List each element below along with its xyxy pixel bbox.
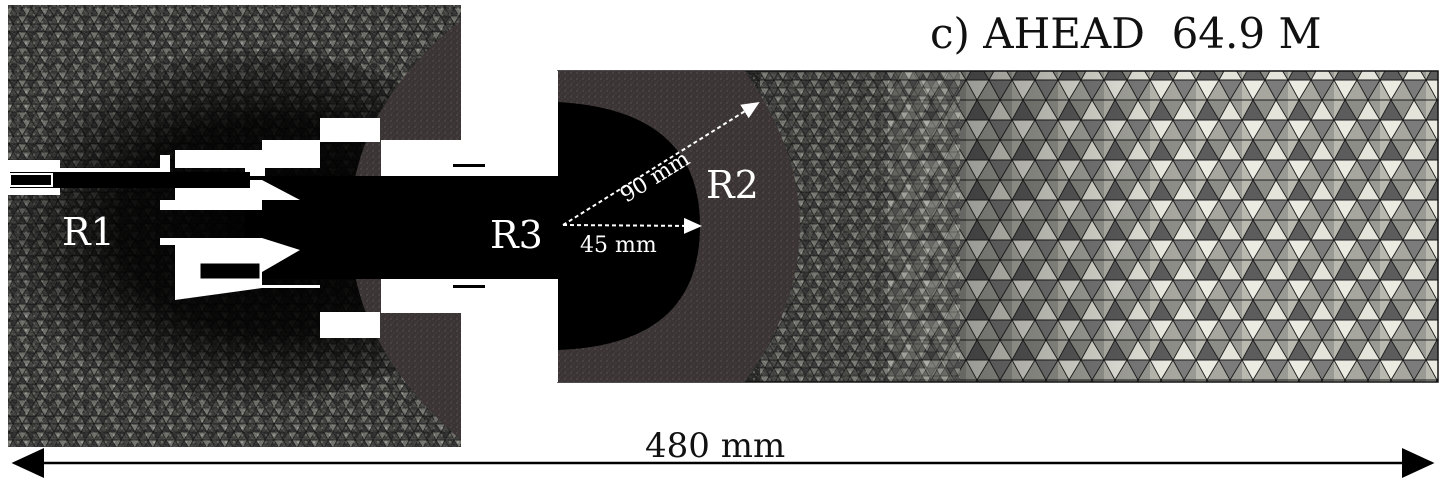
figure-title: c) AHEAD 64.9 M	[930, 9, 1321, 58]
radius-outer-arrow	[562, 101, 760, 226]
region-label-r3: R3	[490, 213, 543, 257]
radius-inner-label: 45 mm	[580, 233, 657, 258]
radius-inner-arrow	[562, 217, 702, 234]
nozzle-geometry	[8, 71, 565, 382]
radius-arrows	[562, 101, 760, 234]
region-label-r2: R2	[706, 163, 759, 207]
region-label-r1: R1	[62, 210, 115, 254]
total-length-label: 480 mm	[645, 426, 785, 466]
